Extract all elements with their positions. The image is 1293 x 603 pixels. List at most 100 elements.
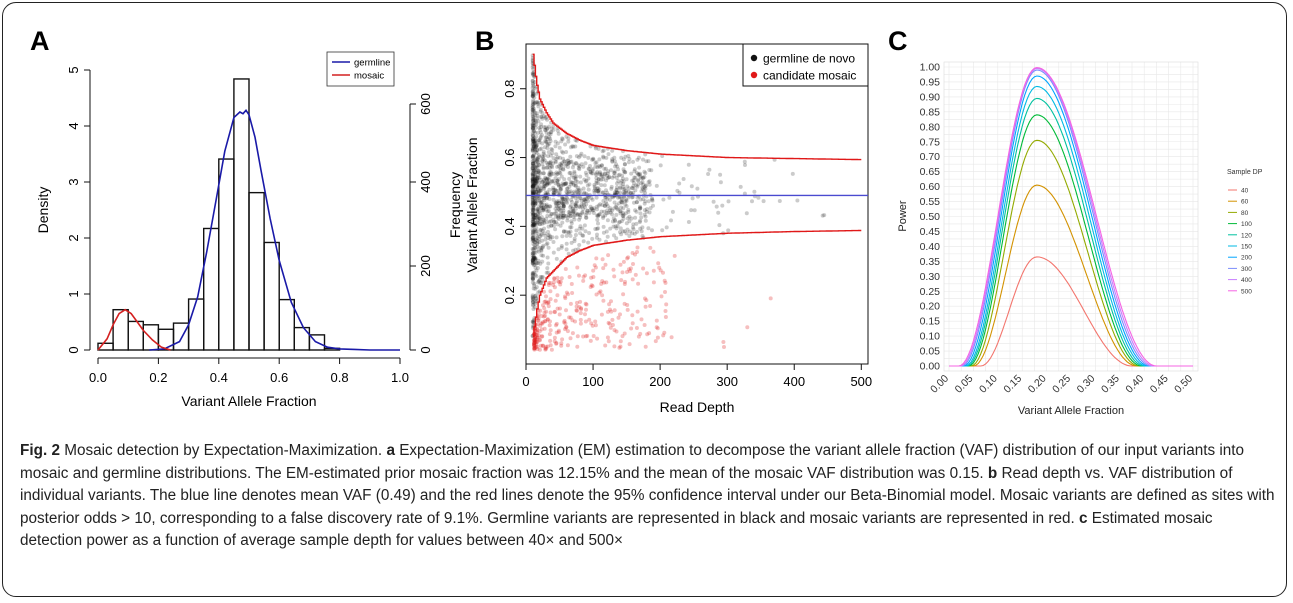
germline-point — [598, 172, 603, 177]
x-tick-label-1: 0.2 — [149, 370, 167, 385]
germline-point — [553, 160, 558, 165]
germline-point — [631, 190, 636, 195]
germline-point — [530, 155, 535, 160]
germline-point — [547, 173, 552, 177]
germline-point — [644, 183, 649, 188]
germline-point — [597, 212, 602, 217]
mosaic-point — [607, 321, 612, 326]
germline-point — [541, 151, 546, 156]
germline-point — [533, 299, 538, 304]
germline-point — [646, 226, 651, 231]
germline-point — [548, 159, 553, 164]
germline-point — [538, 228, 543, 233]
mosaic-point — [548, 289, 553, 294]
mosaic-point — [625, 303, 630, 307]
germline-point — [550, 148, 555, 152]
germline-point — [536, 156, 540, 161]
germline-point — [531, 98, 536, 103]
germline-point — [549, 212, 554, 217]
germline-point — [619, 199, 623, 204]
germline-point — [540, 158, 545, 163]
germline-point — [531, 161, 536, 166]
germline-point — [575, 189, 580, 194]
germline-point — [534, 215, 539, 220]
germline-point — [532, 148, 537, 153]
germline-point — [530, 217, 535, 221]
germline-point — [582, 198, 587, 202]
germline-point — [588, 170, 593, 175]
germline-point — [617, 195, 622, 200]
germline-point — [542, 125, 546, 130]
y2-tick-label-3: 600 — [418, 93, 433, 115]
germline-point — [538, 127, 543, 132]
germline-point — [549, 223, 554, 228]
germline-point — [571, 209, 576, 214]
germline-point — [585, 183, 590, 188]
germline-point — [534, 296, 539, 301]
mosaic-point — [641, 266, 646, 271]
germline-point — [560, 137, 565, 142]
germline-point — [531, 158, 536, 163]
germline-point — [633, 188, 638, 193]
germline-point — [557, 170, 562, 175]
germline-point — [564, 162, 569, 167]
germline-point — [534, 237, 539, 242]
germline-point — [530, 136, 535, 141]
germline-point — [686, 220, 691, 224]
germline-point — [611, 195, 615, 200]
germline-point — [541, 205, 546, 210]
germline-point — [538, 245, 543, 250]
germline-point — [533, 272, 538, 277]
germline-point — [536, 138, 541, 143]
germline-point — [533, 301, 538, 306]
germline-point — [537, 189, 541, 194]
germline-point — [530, 65, 535, 70]
mosaic-point — [663, 280, 668, 285]
germline-point — [596, 226, 601, 231]
germline-point — [627, 234, 632, 238]
mosaic-point — [535, 335, 540, 340]
x-tick-label-1: 0.05 — [953, 373, 976, 396]
germline-point — [541, 217, 546, 222]
mosaic-point — [565, 343, 570, 348]
germline-point — [573, 178, 578, 183]
germline-point — [587, 167, 592, 172]
germline-point — [532, 158, 537, 163]
germline-point — [530, 246, 535, 251]
mosaic-point — [630, 313, 635, 318]
germline-point — [640, 234, 645, 238]
germline-point — [563, 142, 568, 147]
germline-point — [542, 220, 547, 225]
germline-point — [535, 173, 540, 177]
germline-point — [603, 213, 608, 218]
germline-point — [555, 201, 560, 206]
germline-point — [559, 162, 564, 167]
germline-point — [539, 115, 544, 119]
mosaic-point — [532, 338, 537, 342]
germline-point — [593, 161, 598, 166]
germline-point — [556, 131, 561, 136]
germline-point — [544, 270, 549, 275]
germline-point — [535, 266, 540, 270]
germline-point — [535, 207, 540, 212]
germline-point — [534, 134, 539, 139]
germline-point — [536, 249, 541, 254]
germline-point — [573, 233, 578, 237]
germline-point — [531, 173, 535, 178]
germline-point — [541, 165, 546, 170]
germline-point — [644, 209, 649, 214]
panel-c-letter: C — [888, 26, 908, 56]
germline-point — [570, 206, 575, 211]
germline-point — [534, 156, 539, 161]
mosaic-point — [532, 342, 537, 347]
mosaic-point — [552, 309, 557, 314]
germline-point — [586, 176, 591, 181]
germline-point — [531, 216, 536, 221]
germline-point — [568, 180, 573, 185]
mosaic-point — [638, 331, 643, 336]
mosaic-point — [612, 328, 617, 333]
germline-point — [533, 187, 538, 192]
scatter-points — [530, 53, 827, 352]
germline-point — [533, 130, 538, 135]
